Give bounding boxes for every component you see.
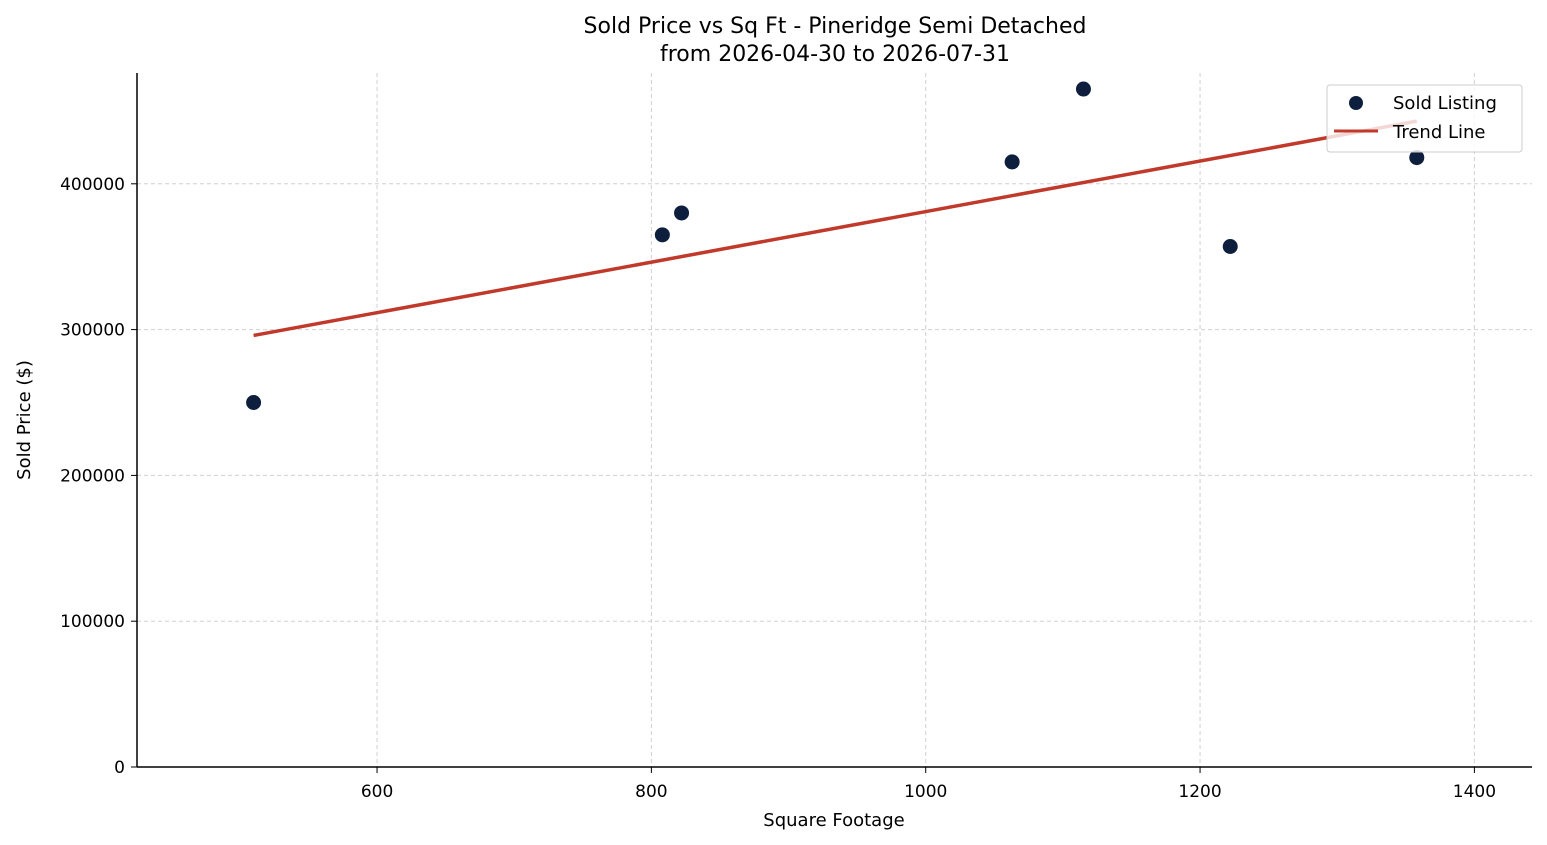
- y-axis-label: Sold Price ($): [14, 360, 35, 480]
- sold-listing-point: [674, 205, 690, 221]
- chart-subtitle: from 2026-04-30 to 2026-07-31: [660, 42, 1010, 67]
- x-tick-label: 600: [361, 782, 393, 802]
- legend-box: [1326, 84, 1523, 153]
- x-axis-label: Square Footage: [763, 810, 904, 831]
- trend-line-layer: [253, 119, 1418, 338]
- y-tick-label: 100000: [60, 612, 125, 632]
- legend-marker-sold-listing: [1349, 96, 1363, 110]
- sold-listing-point: [1222, 239, 1238, 254]
- chart-title: Sold Price vs Sq Ft - Pineridge Semi Det…: [584, 14, 1087, 39]
- sold-listing-point: [1004, 154, 1020, 170]
- legend-label-sold-listing: Sold Listing: [1393, 93, 1497, 114]
- tick-labels: 600 800 1000 1200 1400 0 100000 200000 300000 400…: [60, 175, 1496, 802]
- legend-label-trend-line: Trend Line: [1392, 122, 1486, 143]
- x-tick-label: 800: [635, 782, 667, 802]
- y-tick-label: 300000: [60, 321, 125, 341]
- x-tick-label: 1200: [1178, 782, 1221, 802]
- x-tick-label: 1000: [904, 782, 947, 802]
- sold-listing-point: [654, 227, 670, 243]
- sold-listing-point: [1075, 81, 1091, 97]
- y-tick-label: 200000: [60, 466, 125, 486]
- y-tick-label: 400000: [60, 175, 125, 195]
- sold-listing-point: [246, 395, 262, 411]
- sold-listing-point: [1409, 150, 1425, 166]
- axes: [131, 73, 1532, 773]
- trend-line: [253, 119, 1418, 338]
- grid: [137, 73, 1532, 767]
- x-tick-label: 1400: [1453, 782, 1496, 802]
- legend: Sold Listing Trend Line: [1326, 84, 1523, 153]
- y-tick-label: 0: [114, 758, 125, 778]
- data-points-layer: [246, 81, 1425, 411]
